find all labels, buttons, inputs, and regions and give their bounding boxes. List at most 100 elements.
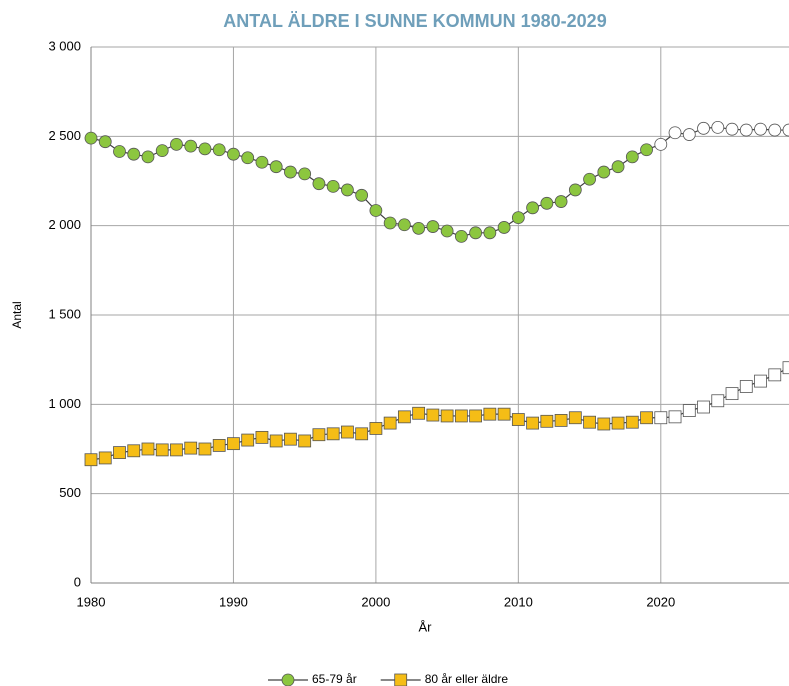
marker: [568, 183, 582, 197]
marker: [141, 442, 155, 456]
marker: [269, 434, 283, 448]
marker: [355, 427, 369, 441]
marker: [782, 123, 789, 137]
legend-label: 80 år eller äldre: [425, 672, 509, 686]
marker: [768, 123, 782, 137]
marker: [426, 408, 440, 422]
marker: [127, 147, 141, 161]
marker: [611, 160, 625, 174]
marker: [611, 416, 625, 430]
y-tick-label: 1 500: [48, 306, 81, 321]
marker: [84, 131, 98, 145]
marker: [511, 413, 525, 426]
marker: [668, 410, 682, 424]
marker: [326, 179, 340, 193]
marker: [355, 188, 369, 202]
marker: [739, 123, 753, 137]
marker: [170, 137, 183, 151]
marker: [554, 414, 568, 427]
marker: [298, 434, 312, 448]
y-axis-label: Antal: [10, 301, 24, 328]
marker: [155, 443, 169, 457]
marker: [326, 427, 340, 441]
marker: [725, 387, 739, 401]
marker: [526, 416, 539, 430]
marker: [170, 443, 183, 457]
marker: [383, 216, 397, 230]
marker: [383, 416, 397, 430]
marker: [640, 143, 653, 157]
marker: [568, 411, 582, 425]
y-tick-label: 0: [74, 574, 81, 589]
marker: [127, 444, 141, 458]
marker: [454, 409, 468, 423]
y-tick-label: 3 000: [48, 38, 81, 53]
marker: [369, 422, 383, 435]
marker: [526, 201, 539, 215]
marker: [597, 417, 611, 431]
marker: [454, 229, 468, 243]
marker: [212, 143, 226, 157]
marker: [540, 196, 554, 210]
marker: [198, 442, 212, 456]
marker: [583, 415, 596, 429]
marker: [369, 204, 383, 217]
marker: [697, 400, 710, 414]
marker: [84, 453, 98, 467]
marker: [768, 368, 782, 382]
marker: [397, 410, 411, 424]
y-tick-label: 1 000: [48, 396, 81, 411]
marker: [184, 441, 198, 455]
chart-title: ANTAL ÄLDRE I SUNNE KOMMUN 1980-2029: [223, 11, 606, 31]
y-tick-label: 500: [59, 485, 81, 500]
marker: [497, 407, 511, 421]
marker: [697, 121, 710, 135]
marker: [654, 137, 668, 151]
marker: [227, 147, 240, 161]
x-tick-label: 2000: [361, 594, 390, 609]
marker: [440, 224, 454, 238]
marker: [426, 220, 440, 233]
marker: [597, 165, 611, 179]
marker: [341, 183, 354, 197]
marker: [583, 172, 596, 186]
marker: [469, 409, 483, 423]
marker: [241, 433, 255, 447]
marker: [483, 407, 497, 421]
marker: [98, 135, 112, 149]
marker: [184, 139, 198, 153]
marker: [654, 411, 668, 425]
marker: [394, 673, 408, 686]
marker: [412, 406, 426, 420]
marker: [397, 218, 411, 232]
marker: [625, 150, 639, 164]
x-tick-label: 1990: [219, 594, 248, 609]
marker: [241, 151, 255, 165]
marker: [312, 177, 326, 191]
marker: [725, 122, 739, 136]
marker: [269, 160, 283, 174]
marker: [540, 414, 554, 428]
legend-item: 80 år eller äldre: [380, 672, 509, 686]
marker: [284, 432, 297, 446]
marker: [682, 128, 696, 141]
legend-label: 65-79 år: [312, 672, 357, 686]
marker: [212, 439, 226, 452]
marker: [412, 221, 426, 235]
marker: [141, 150, 155, 164]
marker: [312, 428, 326, 442]
marker: [668, 126, 682, 140]
marker: [284, 165, 297, 179]
marker: [754, 374, 767, 388]
marker: [255, 155, 269, 169]
marker: [98, 451, 112, 465]
x-tick-label: 2020: [646, 594, 675, 609]
marker: [469, 226, 483, 240]
marker: [554, 195, 568, 208]
marker: [281, 673, 295, 686]
marker: [341, 425, 354, 439]
marker: [198, 142, 212, 156]
marker: [440, 409, 454, 423]
marker: [711, 121, 725, 134]
